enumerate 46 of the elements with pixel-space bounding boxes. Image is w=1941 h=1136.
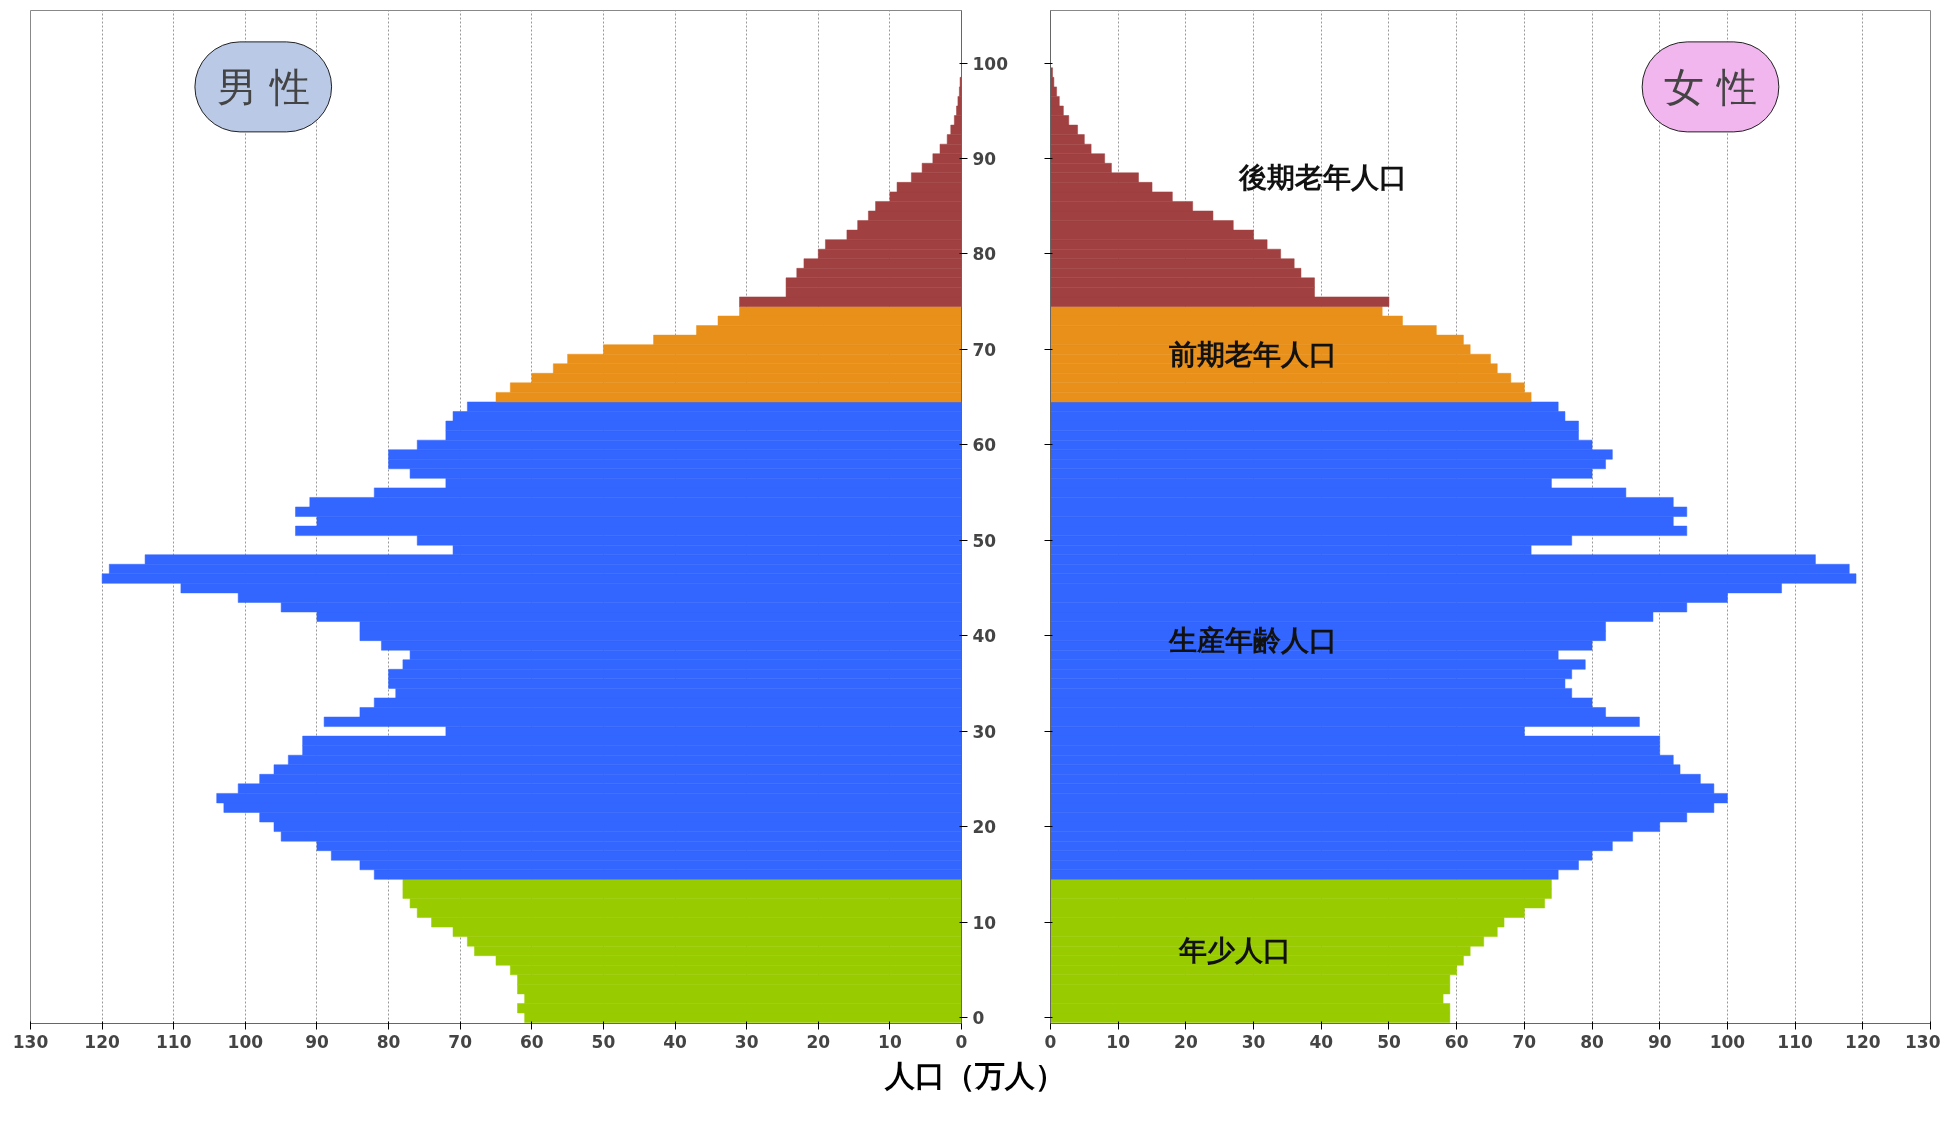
y-tick-label: 70 xyxy=(972,339,997,360)
x-tick-label: 10 xyxy=(878,1031,902,1052)
annotation: 後期老年人口 xyxy=(1238,161,1408,195)
x-tick-label: 130 xyxy=(1905,1031,1941,1052)
y-tick-label: 0 xyxy=(972,1008,985,1029)
y-tick-label: 50 xyxy=(972,530,997,551)
x-tick-label: 120 xyxy=(1845,1031,1881,1052)
x-tick-label: 70 xyxy=(1512,1031,1537,1052)
annotation: 年少人口 xyxy=(1178,934,1292,968)
y-tick-label: 30 xyxy=(972,721,997,742)
x-tick-label: 70 xyxy=(448,1031,473,1052)
x-tick-label: 100 xyxy=(1709,1031,1746,1052)
x-tick-label: 10 xyxy=(1106,1031,1131,1052)
y-tick-label: 10 xyxy=(972,912,997,933)
y-tick-label: 100 xyxy=(972,53,1009,74)
x-tick-label: 20 xyxy=(806,1031,831,1052)
x-tick-label: 50 xyxy=(1377,1031,1401,1052)
x-tick-label: 100 xyxy=(227,1031,264,1052)
x-tick-label: 20 xyxy=(1174,1031,1198,1052)
x-tick-label: 40 xyxy=(1309,1031,1334,1052)
x-tick-label: 130 xyxy=(12,1031,49,1052)
x-tick-label: 90 xyxy=(1647,1031,1672,1052)
text: 男 性 xyxy=(216,63,310,110)
x-tick-label: 0 xyxy=(955,1031,968,1052)
x-tick-label: 80 xyxy=(376,1031,401,1052)
text: 女 性 xyxy=(1664,63,1757,110)
x-tick-label: 80 xyxy=(1580,1031,1605,1052)
x-tick-label: 90 xyxy=(305,1031,329,1052)
x-tick-label: 60 xyxy=(519,1031,544,1052)
x-tick-label: 120 xyxy=(84,1031,121,1052)
x-tick-label: 60 xyxy=(1444,1031,1469,1052)
x-tick-label: 110 xyxy=(155,1031,192,1052)
y-tick-label: 60 xyxy=(972,435,997,456)
x-tick-label: 0 xyxy=(1044,1031,1057,1052)
y-tick-label: 80 xyxy=(972,244,997,265)
y-tick-label: 40 xyxy=(972,626,997,647)
x-tick-label: 30 xyxy=(1241,1031,1266,1052)
x-tick-label: 110 xyxy=(1777,1031,1814,1052)
x-tick-label: 50 xyxy=(591,1031,616,1052)
x-tick-label: 30 xyxy=(734,1031,759,1052)
y-tick-label: 20 xyxy=(972,817,997,838)
x-tick-label: 40 xyxy=(663,1031,688,1052)
x-axis-title: 人口（万人） xyxy=(885,1057,1065,1095)
annotation: 前期老年人口 xyxy=(1167,337,1337,371)
y-tick-label: 90 xyxy=(972,148,997,169)
annotation: 生産年齢人口 xyxy=(1167,624,1337,658)
